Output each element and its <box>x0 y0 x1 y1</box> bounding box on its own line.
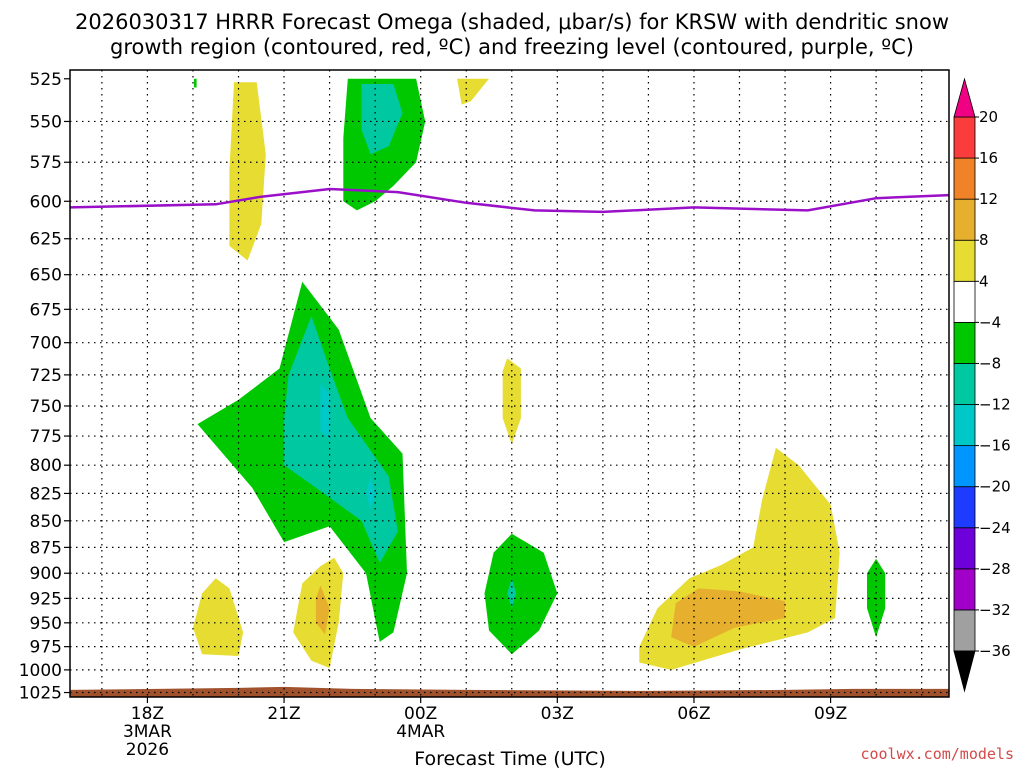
chart-title-line-2: growth region (contoured, red, ºC) and f… <box>110 35 914 59</box>
colorbar-label: 20 <box>979 108 998 126</box>
y-tick-label: 575 <box>30 153 62 173</box>
y-tick-label: 850 <box>30 512 62 532</box>
y-tick-label: 700 <box>30 334 62 354</box>
ground-surface <box>70 686 949 697</box>
colorbar-segment <box>953 609 976 652</box>
colorbar-segment <box>953 363 976 405</box>
colorbar-segment <box>953 198 976 241</box>
x-tick-label: 00Z <box>404 704 437 724</box>
y-tick-label: 775 <box>30 427 62 447</box>
x-tick-label: 4MAR <box>396 722 445 742</box>
plot-gridlines <box>70 70 949 697</box>
y-tick-label: 825 <box>30 484 62 504</box>
x-tick-label: 09Z <box>814 704 847 724</box>
colorbar-segment <box>953 157 976 200</box>
y-tick-label: 600 <box>30 192 62 212</box>
colorbar-label: 16 <box>979 149 998 167</box>
colorbar-segment <box>953 568 976 611</box>
omega-region-3 <box>457 78 489 105</box>
y-tick-label: 675 <box>30 300 62 320</box>
colorbar-label: −24 <box>979 519 1011 537</box>
y-tick-label: 750 <box>30 397 62 417</box>
colorbar: −36 −32 −28 −24 −20 −16 −12 −8 −4 4 8 12 16 20 <box>953 77 1011 693</box>
omega-region-6 <box>320 383 330 440</box>
colorbar-label: −28 <box>979 560 1011 578</box>
site-credit: coolwx.com/models <box>860 745 1014 763</box>
colorbar-label: −4 <box>979 313 1001 331</box>
omega-region-12 <box>484 533 558 655</box>
chart-title-line-1: 2026030317 HRRR Forecast Omega (shaded, … <box>75 10 949 34</box>
x-tick-label: 03Z <box>541 704 574 724</box>
y-tick-label: 650 <box>30 266 62 286</box>
y-tick-label: 900 <box>30 564 62 584</box>
freezing-level-layer <box>70 187 949 214</box>
colorbar-label: 8 <box>979 231 989 249</box>
y-tick-label: 550 <box>30 112 62 132</box>
omega-shaded-regions <box>193 78 886 670</box>
x-tick-label: 2026 <box>126 740 169 760</box>
y-tick-label: 525 <box>30 70 62 90</box>
colorbar-top-arrow <box>953 77 976 118</box>
colorbar-segment <box>953 116 976 159</box>
colorbar-segment <box>953 280 976 323</box>
y-tick-label: 925 <box>30 589 62 609</box>
omega-region-2 <box>229 82 266 261</box>
y-tick-label: 950 <box>30 614 62 634</box>
colorbar-segment <box>953 321 976 364</box>
colorbar-bottom-arrow <box>953 650 976 693</box>
colorbar-label: −32 <box>979 601 1011 619</box>
y-axis: 525 550 575 600 625 650 675 700 725 750 775 800 825 8… <box>19 70 70 704</box>
colorbar-segment <box>953 404 976 447</box>
x-tick-label: 18Z <box>131 704 164 724</box>
plot-frame <box>69 69 950 698</box>
y-tick-label: 625 <box>30 230 62 250</box>
colorbar-segment <box>953 527 976 570</box>
colorbar-label: −20 <box>979 478 1011 496</box>
x-axis-label: Forecast Time (UTC) <box>414 748 605 768</box>
omega-region-17 <box>193 78 197 88</box>
y-tick-label: 800 <box>30 456 62 476</box>
colorbar-label: −8 <box>979 354 1001 372</box>
colorbar-label: −36 <box>979 642 1011 660</box>
y-tick-label: 1025 <box>19 684 62 704</box>
colorbar-label: −12 <box>979 396 1011 414</box>
x-tick-label: 06Z <box>677 704 710 724</box>
omega-region-9 <box>193 578 244 656</box>
colorbar-segment <box>953 486 976 529</box>
colorbar-segment <box>953 239 976 282</box>
omega-region-15 <box>671 588 785 647</box>
ground-layer <box>70 686 949 697</box>
y-tick-label: 725 <box>30 366 62 386</box>
omega-region-1 <box>361 84 403 155</box>
freezing-level-line <box>70 187 949 214</box>
omega-region-11 <box>315 585 330 635</box>
y-tick-label: 975 <box>30 638 62 658</box>
colorbar-segment <box>953 445 976 488</box>
x-tick-label: 3MAR <box>123 722 172 742</box>
colorbar-label: −16 <box>979 437 1011 455</box>
x-tick-label: 21Z <box>267 704 300 724</box>
colorbar-label: 12 <box>979 190 998 208</box>
y-tick-label: 1000 <box>19 661 62 681</box>
colorbar-label: 4 <box>979 272 989 290</box>
y-tick-label: 875 <box>30 538 62 558</box>
